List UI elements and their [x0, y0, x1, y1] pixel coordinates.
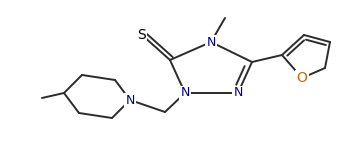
Text: S: S: [138, 28, 146, 42]
Text: N: N: [125, 93, 135, 106]
Text: O: O: [296, 71, 307, 85]
Text: N: N: [180, 87, 190, 99]
Text: N: N: [233, 87, 243, 99]
Text: N: N: [206, 36, 216, 48]
